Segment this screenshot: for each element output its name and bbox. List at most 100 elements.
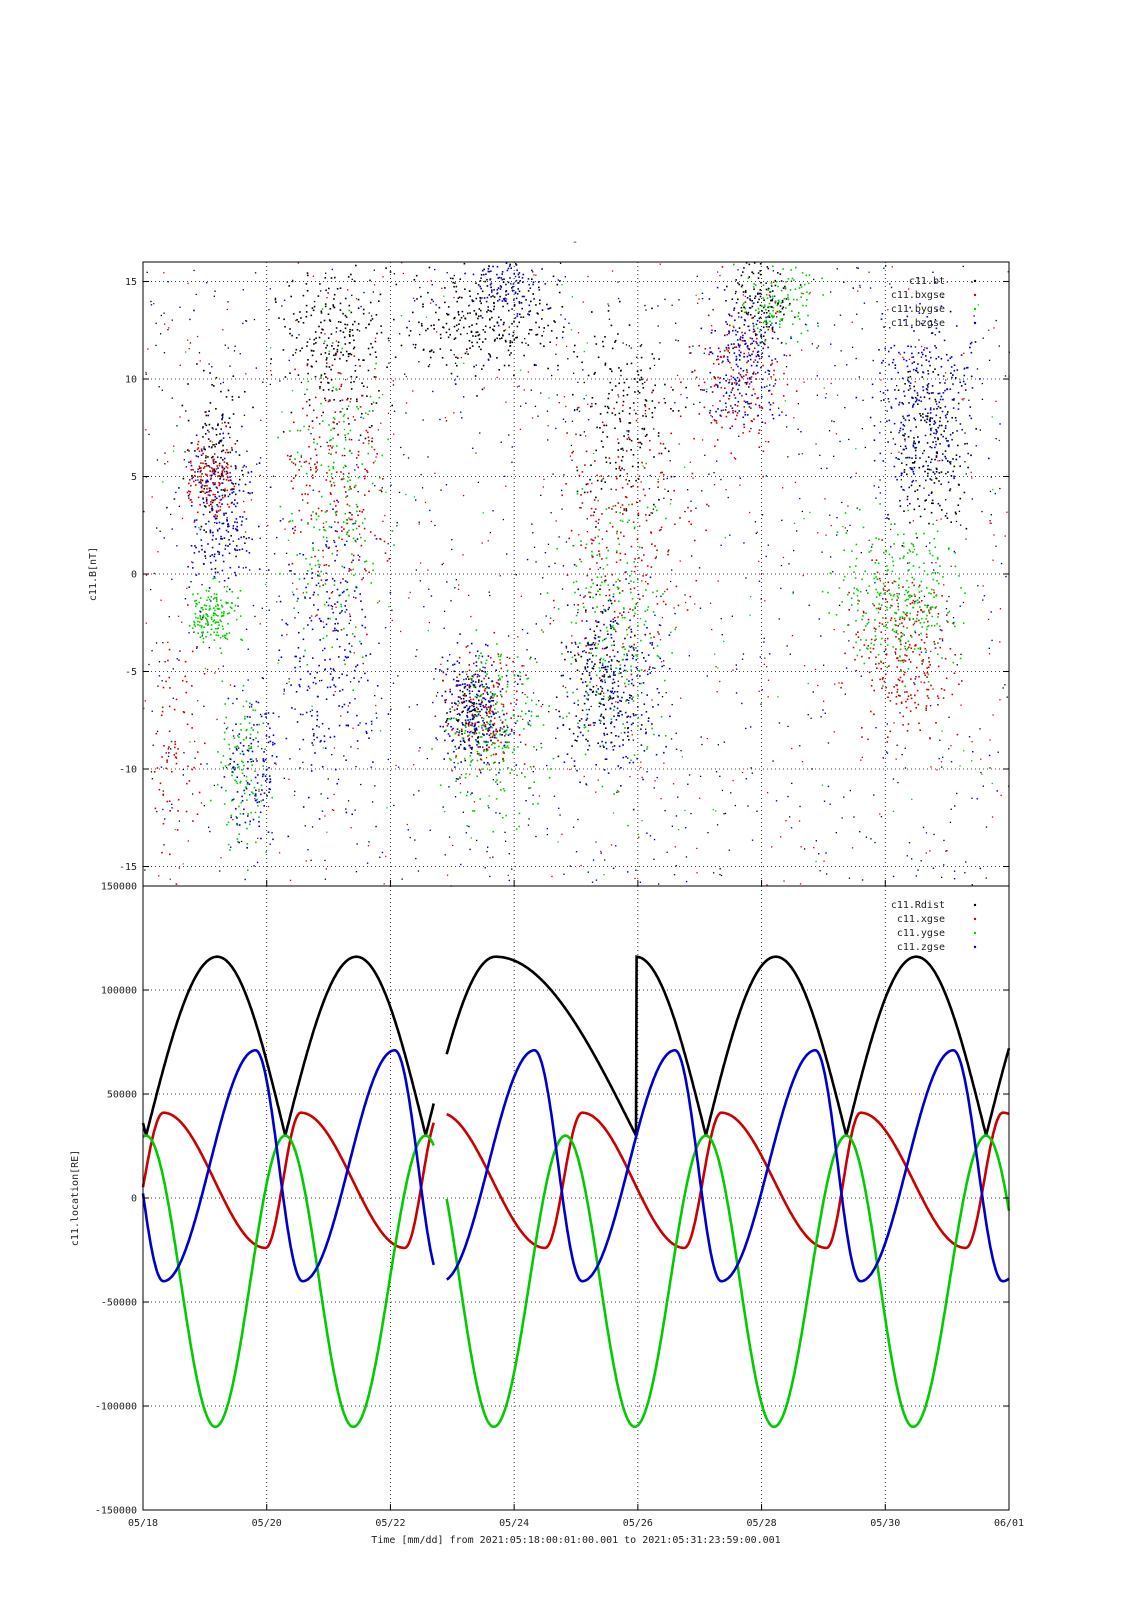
data-point: [444, 701, 447, 704]
data-point: [663, 660, 665, 662]
data-point: [291, 520, 294, 522]
data-point: [582, 301, 584, 303]
data-point: [586, 784, 588, 786]
data-point: [939, 420, 941, 423]
data-point: [918, 586, 920, 588]
data-point: [848, 591, 850, 594]
data-point: [632, 696, 634, 698]
data-point: [492, 697, 494, 699]
data-point: [610, 718, 613, 720]
data-point: [245, 373, 247, 375]
data-point: [527, 677, 530, 680]
data-point: [531, 417, 534, 419]
data-point: [495, 728, 497, 731]
data-point: [897, 659, 900, 662]
data-point: [231, 449, 233, 451]
data-point: [881, 637, 883, 640]
data-point: [547, 543, 550, 545]
data-point: [758, 690, 760, 692]
data-point: [929, 542, 931, 544]
data-point: [639, 441, 642, 444]
data-point: [380, 489, 382, 492]
data-point: [480, 652, 482, 655]
data-point: [891, 582, 894, 584]
data-point: [270, 370, 272, 372]
data-point: [475, 313, 478, 316]
data-point: [924, 419, 926, 422]
data-point: [235, 745, 238, 748]
data-point: [591, 556, 594, 558]
data-point: [874, 628, 877, 630]
data-point: [864, 446, 866, 449]
data-point: [220, 652, 223, 654]
data-point: [619, 511, 621, 514]
data-point: [883, 650, 885, 653]
data-point: [488, 716, 490, 718]
data-point: [430, 350, 432, 353]
data-point: [469, 651, 471, 654]
data-point: [658, 529, 661, 532]
data-point: [606, 671, 608, 673]
data-point: [221, 614, 224, 617]
data-point: [619, 474, 622, 477]
data-point: [242, 705, 245, 708]
data-point: [214, 493, 216, 496]
data-point: [785, 298, 788, 300]
data-point: [346, 522, 349, 525]
data-point: [478, 721, 480, 723]
data-point: [245, 775, 248, 778]
data-point: [205, 411, 207, 413]
data-point: [495, 730, 497, 732]
data-point: [521, 710, 523, 713]
data-point: [883, 680, 886, 683]
data-point: [621, 614, 623, 617]
data-point: [482, 666, 484, 668]
data-point: [854, 658, 856, 661]
data-point: [630, 631, 633, 633]
data-point: [483, 749, 486, 751]
data-point: [694, 369, 696, 372]
data-point: [607, 407, 610, 410]
data-point: [771, 330, 774, 332]
data-point: [321, 679, 323, 682]
data-point: [478, 308, 481, 310]
data-point: [795, 266, 797, 269]
data-point: [422, 305, 424, 308]
data-point: [331, 364, 334, 367]
data-point: [592, 642, 595, 644]
data-point: [620, 448, 622, 450]
data-point: [215, 443, 218, 445]
data-point: [352, 568, 354, 571]
data-point: [549, 307, 552, 309]
data-point: [641, 776, 643, 778]
data-point: [749, 314, 752, 316]
data-point: [187, 490, 190, 492]
data-point: [633, 378, 636, 380]
data-point: [907, 640, 910, 642]
data-point: [388, 362, 390, 364]
data-point: [366, 471, 369, 474]
data-point: [317, 507, 320, 510]
data-point: [793, 417, 795, 419]
data-point: [503, 321, 505, 324]
data-point: [676, 374, 679, 376]
data-point: [926, 688, 928, 691]
data-point: [867, 738, 869, 741]
data-point: [193, 480, 195, 483]
data-point: [209, 474, 212, 477]
data-point: [493, 302, 495, 305]
data-point: [879, 503, 881, 505]
data-point: [905, 642, 907, 644]
data-point: [502, 305, 504, 308]
data-point: [954, 654, 956, 656]
data-point: [257, 731, 259, 734]
data-point: [633, 587, 636, 590]
data-point: [495, 703, 497, 705]
data-point: [197, 479, 199, 481]
data-point: [601, 639, 604, 642]
data-point: [916, 394, 919, 397]
data-point: [502, 759, 505, 762]
data-point: [294, 617, 296, 619]
data-point: [990, 476, 992, 478]
